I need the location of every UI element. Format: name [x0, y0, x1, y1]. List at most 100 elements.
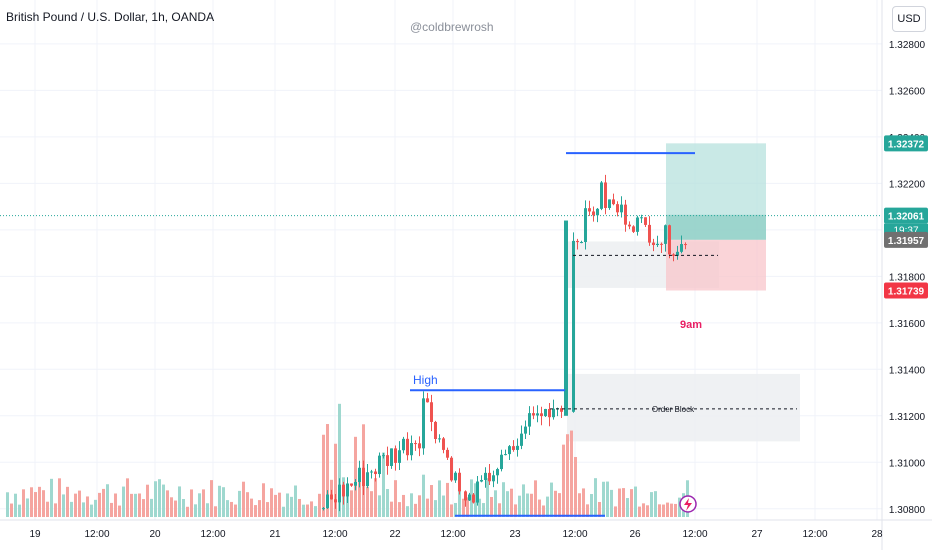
volume-bar: [10, 503, 13, 517]
time-tick-label: 28: [871, 529, 883, 540]
stop-price-tag-bg: [884, 282, 928, 299]
volume-bar: [506, 491, 509, 517]
volume-bar: [318, 493, 321, 517]
volume-bar: [538, 499, 541, 517]
candle-body: [484, 472, 487, 480]
volume-bar: [326, 424, 329, 517]
volume-bar: [234, 504, 237, 517]
volume-bar: [534, 480, 537, 517]
candle-body: [636, 217, 639, 232]
candle-body: [434, 421, 437, 439]
volume-bar: [358, 472, 361, 517]
volume-bar: [50, 478, 53, 517]
volume-bar: [642, 503, 645, 517]
volume-bar: [598, 501, 601, 517]
candle-body: [656, 243, 659, 246]
volume-bar: [490, 496, 493, 517]
candle-body: [394, 448, 397, 463]
candle-body: [500, 454, 503, 470]
time-tick-label: 12:00: [682, 529, 707, 540]
candle-body: [334, 499, 337, 503]
candle-body: [684, 244, 687, 246]
price-tick-label: 1.30800: [889, 505, 926, 516]
volume-bar: [618, 488, 621, 517]
volume-bar: [262, 483, 265, 517]
volume-bar: [122, 486, 125, 517]
volume-bar: [18, 504, 21, 517]
volume-bar: [22, 489, 25, 517]
candle-body: [580, 242, 583, 244]
volume-bar: [214, 506, 217, 517]
volume-bar: [206, 503, 209, 517]
candle-body: [390, 448, 393, 466]
candle-body: [544, 408, 547, 417]
candle-body: [342, 484, 345, 497]
candle-body: [382, 455, 385, 457]
time-tick-label: 19: [29, 529, 41, 540]
volume-bar: [382, 452, 385, 517]
time-tick-label: 26: [629, 529, 641, 540]
current-price-tag: 1.32061: [888, 212, 925, 223]
volume-bar: [610, 489, 613, 517]
candle-body: [374, 471, 377, 475]
candle-body: [322, 508, 325, 510]
volume-bar: [502, 482, 505, 517]
volume-bar: [526, 493, 529, 517]
time-label-9am: 9am: [680, 319, 702, 331]
candle-body: [532, 413, 535, 416]
candle-body: [406, 438, 409, 456]
volume-bar: [98, 492, 101, 517]
candle-body: [458, 472, 461, 492]
candle-body: [608, 199, 611, 208]
volume-bar: [62, 494, 65, 517]
volume-bar: [218, 485, 221, 517]
volume-bar: [614, 506, 617, 517]
volume-bar: [454, 502, 457, 517]
price-tick-label: 1.32200: [889, 179, 926, 190]
volume-bar: [274, 494, 277, 517]
volume-bar: [338, 403, 341, 517]
volume-bar: [438, 480, 441, 517]
volume-bar: [286, 493, 289, 517]
candle-body: [430, 402, 433, 422]
volume-bar: [658, 504, 661, 517]
candle-body: [512, 446, 515, 450]
volume-bar: [150, 498, 153, 517]
countdown-tag: 19:37: [893, 226, 918, 237]
volume-bar: [314, 506, 317, 517]
volume-bar: [34, 492, 37, 517]
volume-bar: [386, 489, 389, 517]
volume-bar: [518, 495, 521, 517]
volume-bar: [66, 486, 69, 517]
volume-bar: [394, 480, 397, 517]
candle-body: [450, 457, 453, 481]
candle-body: [572, 240, 575, 412]
volume-bar: [626, 498, 629, 517]
price-tick-label: 1.32800: [889, 40, 926, 51]
entry-price-tag: 1.31957: [888, 236, 925, 247]
candle-body: [398, 450, 401, 463]
volume-bar: [562, 444, 565, 517]
volume-bar: [30, 487, 33, 517]
volume-bar: [246, 492, 249, 517]
currency-selector[interactable]: USD: [892, 6, 926, 32]
candle-body: [644, 217, 647, 225]
volume-bar: [494, 490, 497, 517]
volume-bar: [482, 503, 485, 517]
volume-bar: [74, 493, 77, 517]
volume-bar: [270, 488, 273, 517]
candle-body: [592, 211, 595, 216]
price-tick-label: 1.31200: [889, 412, 926, 423]
volume-bar: [282, 506, 285, 517]
candle-body: [664, 225, 667, 244]
volume-bar: [366, 486, 369, 517]
volume-bar: [662, 504, 665, 517]
candle-body: [588, 208, 591, 212]
candle-body: [528, 413, 531, 427]
time-tick-label: 12:00: [200, 529, 225, 540]
volume-bar: [138, 493, 141, 517]
volume-bar: [622, 488, 625, 517]
volume-bar: [162, 484, 165, 517]
volume-bar: [38, 486, 41, 517]
